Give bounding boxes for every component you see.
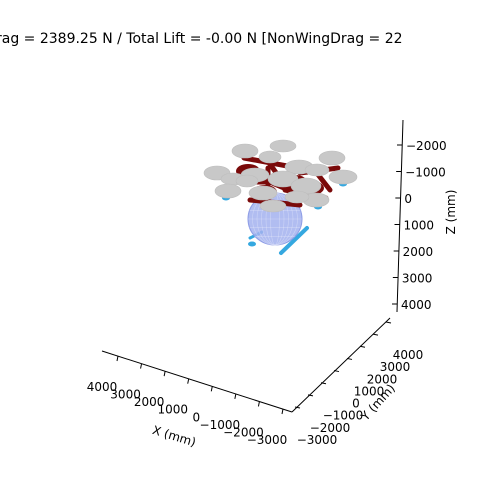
y-tick-mark — [294, 406, 301, 409]
y-tick-label: 1000 — [354, 384, 385, 398]
x-tick-label: 4000 — [87, 380, 118, 394]
y-tick-mark — [359, 345, 366, 348]
y-tick-label: 0 — [352, 397, 360, 411]
x-tick-mark — [140, 363, 143, 369]
y-tick-mark — [372, 333, 379, 336]
x-tick-label: −3000 — [247, 433, 288, 447]
x-tick-mark — [163, 371, 166, 377]
rotor-disc — [259, 199, 287, 213]
rotor-disc — [269, 139, 297, 153]
x-tick-mark — [281, 408, 284, 415]
x-tick-mark — [116, 355, 119, 362]
rotor-disc — [284, 190, 310, 204]
y-axis-line — [291, 317, 391, 413]
aircraft-model — [203, 139, 358, 255]
z-tick-label: 1000 — [404, 219, 435, 233]
z-tick-label: 2000 — [403, 245, 434, 259]
rotor-disc — [248, 185, 278, 201]
rotor-disc — [328, 169, 358, 185]
z-tick-label: 4000 — [401, 298, 432, 312]
y-tick-label: 4000 — [393, 348, 424, 362]
z-axis-line — [396, 119, 404, 313]
x-axis-label: X (mm) — [151, 423, 198, 449]
y-tick-mark — [333, 370, 340, 373]
chart-title: rag = 2389.25 N / Total Lift = -0.00 N [… — [0, 31, 480, 55]
x-tick-label: 3000 — [110, 388, 141, 402]
y-tick-label: −2000 — [310, 421, 351, 435]
y-tick-label: 2000 — [367, 372, 398, 386]
rotor-disc — [304, 163, 330, 177]
rotor-disc — [235, 174, 259, 188]
y-tick-mark — [320, 382, 327, 385]
x-tick-mark — [187, 378, 190, 384]
motor-pod — [248, 241, 256, 247]
z-axis-label: Z (mm) — [444, 190, 458, 235]
x-tick-mark — [210, 386, 213, 392]
x-tick-label: 1000 — [157, 403, 188, 417]
z-tick-label: 3000 — [402, 272, 433, 286]
y-tick-mark — [307, 394, 314, 397]
z-tick-label: −2000 — [406, 139, 447, 153]
landing-skid — [279, 226, 309, 255]
z-tick-label: 0 — [404, 192, 412, 206]
x-axis-line — [101, 350, 293, 413]
x-tick-label: −1000 — [200, 418, 241, 432]
x-tick-label: 2000 — [134, 395, 165, 409]
y-tick-label: −1000 — [323, 409, 364, 423]
rotor-disc — [214, 183, 242, 199]
x-tick-mark — [234, 393, 237, 399]
x-tick-mark — [257, 401, 260, 407]
chart-title-text: rag = 2389.25 N / Total Lift = -0.00 N [… — [0, 31, 403, 47]
y-tick-mark — [346, 357, 353, 360]
x-tick-label: −2000 — [223, 425, 264, 439]
y-tick-mark — [385, 321, 392, 324]
y-tick-label: 3000 — [380, 360, 411, 374]
y-tick-label: −3000 — [297, 433, 338, 447]
rotor-disc — [318, 150, 346, 166]
z-tick-label: −1000 — [405, 166, 446, 180]
x-tick-label: 0 — [192, 410, 200, 424]
rotor-disc — [258, 150, 282, 164]
rotor-disc — [231, 143, 259, 159]
